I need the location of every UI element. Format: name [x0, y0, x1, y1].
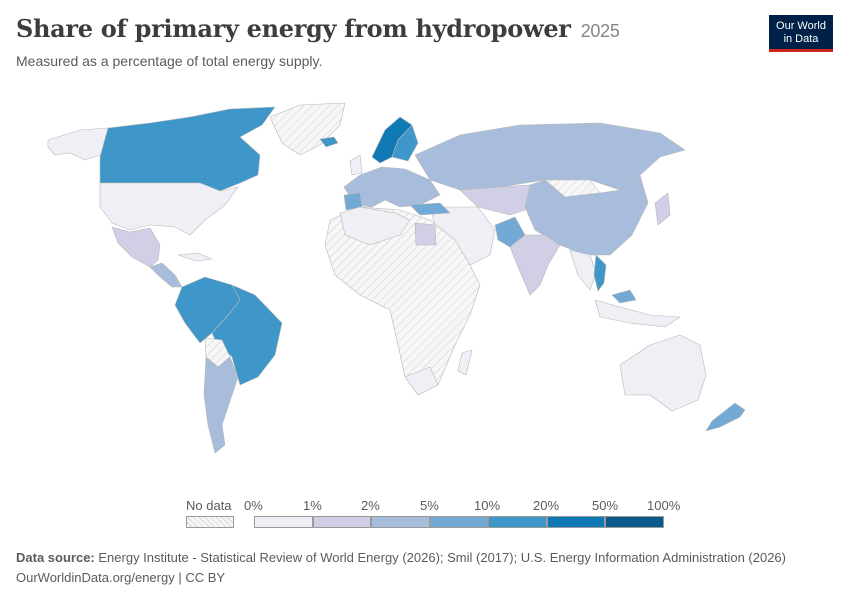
title-year: 2025: [580, 21, 620, 41]
legend-swatch-6: [605, 516, 664, 528]
legend-swatch-4: [488, 516, 547, 528]
data-source-line: Data source: Energy Institute - Statisti…: [16, 548, 786, 568]
legend-swatch-5: [547, 516, 605, 528]
legend-tick-1: 1%: [303, 498, 322, 513]
chart-subtitle: Measured as a percentage of total energy…: [16, 53, 323, 69]
legend-tick-end: 100%: [647, 498, 681, 513]
region-vietnam[interactable]: [593, 254, 607, 292]
region-turkey[interactable]: [409, 202, 451, 216]
region-sweden-finland[interactable]: [391, 124, 419, 162]
legend-swatch-1: [313, 516, 371, 528]
region-africa[interactable]: [324, 206, 481, 396]
logo-line-1: Our World: [776, 20, 826, 32]
data-source-label: Data source:: [16, 550, 95, 565]
region-iceland[interactable]: [319, 136, 339, 148]
region-united-kingdom[interactable]: [349, 154, 363, 176]
region-australia[interactable]: [619, 334, 707, 412]
region-new-zealand[interactable]: [705, 402, 746, 432]
region-india[interactable]: [509, 234, 561, 296]
region-caribbean[interactable]: [177, 252, 213, 262]
region-japan[interactable]: [654, 192, 671, 226]
legend-tick-5: 20%: [533, 498, 560, 513]
source-url-link[interactable]: OurWorldinData.org/energy | CC BY: [16, 570, 226, 585]
world-map[interactable]: [0, 95, 850, 470]
chart-footer: Data source: Energy Institute - Statisti…: [16, 548, 786, 588]
region-united-states[interactable]: [99, 182, 239, 236]
region-canada[interactable]: [99, 106, 276, 192]
legend-swatch-3: [430, 516, 488, 528]
title-text: Share of primary energy from hydropower: [16, 14, 571, 43]
map-legend: No data 0% 1% 2% 5% 10% 20% 50% 100%: [0, 495, 850, 535]
region-indonesia[interactable]: [594, 299, 681, 328]
chart-title: Share of primary energy from hydropower …: [16, 14, 620, 43]
region-greenland[interactable]: [269, 102, 346, 156]
region-north-africa[interactable]: [339, 206, 411, 246]
logo-line-2: in Data: [783, 33, 819, 45]
region-malaysia[interactable]: [611, 289, 637, 304]
legend-swatch-2: [371, 516, 430, 528]
legend-tick-6: 50%: [592, 498, 619, 513]
region-southeast-asia[interactable]: [569, 249, 597, 291]
region-south-africa[interactable]: [404, 366, 439, 396]
region-europe[interactable]: [343, 166, 441, 208]
data-source-text: Energy Institute - Statistical Review of…: [98, 550, 786, 565]
region-brazil[interactable]: [211, 284, 283, 386]
legend-no-data-swatch: [186, 516, 234, 528]
owid-logo[interactable]: Our World in Data: [769, 15, 833, 52]
region-egypt[interactable]: [414, 222, 437, 246]
region-madagascar[interactable]: [457, 349, 473, 376]
legend-tick-4: 10%: [474, 498, 501, 513]
region-central-america[interactable]: [149, 262, 183, 288]
legend-tick-2: 2%: [361, 498, 380, 513]
region-china[interactable]: [524, 174, 649, 256]
region-alaska[interactable]: [47, 127, 111, 161]
region-southern-cone[interactable]: [203, 356, 239, 454]
legend-tick-0: 0%: [244, 498, 263, 513]
legend-tick-3: 5%: [420, 498, 439, 513]
legend-swatch-0: [254, 516, 313, 528]
legend-no-data-label: No data: [186, 498, 232, 513]
region-mexico[interactable]: [111, 226, 161, 268]
